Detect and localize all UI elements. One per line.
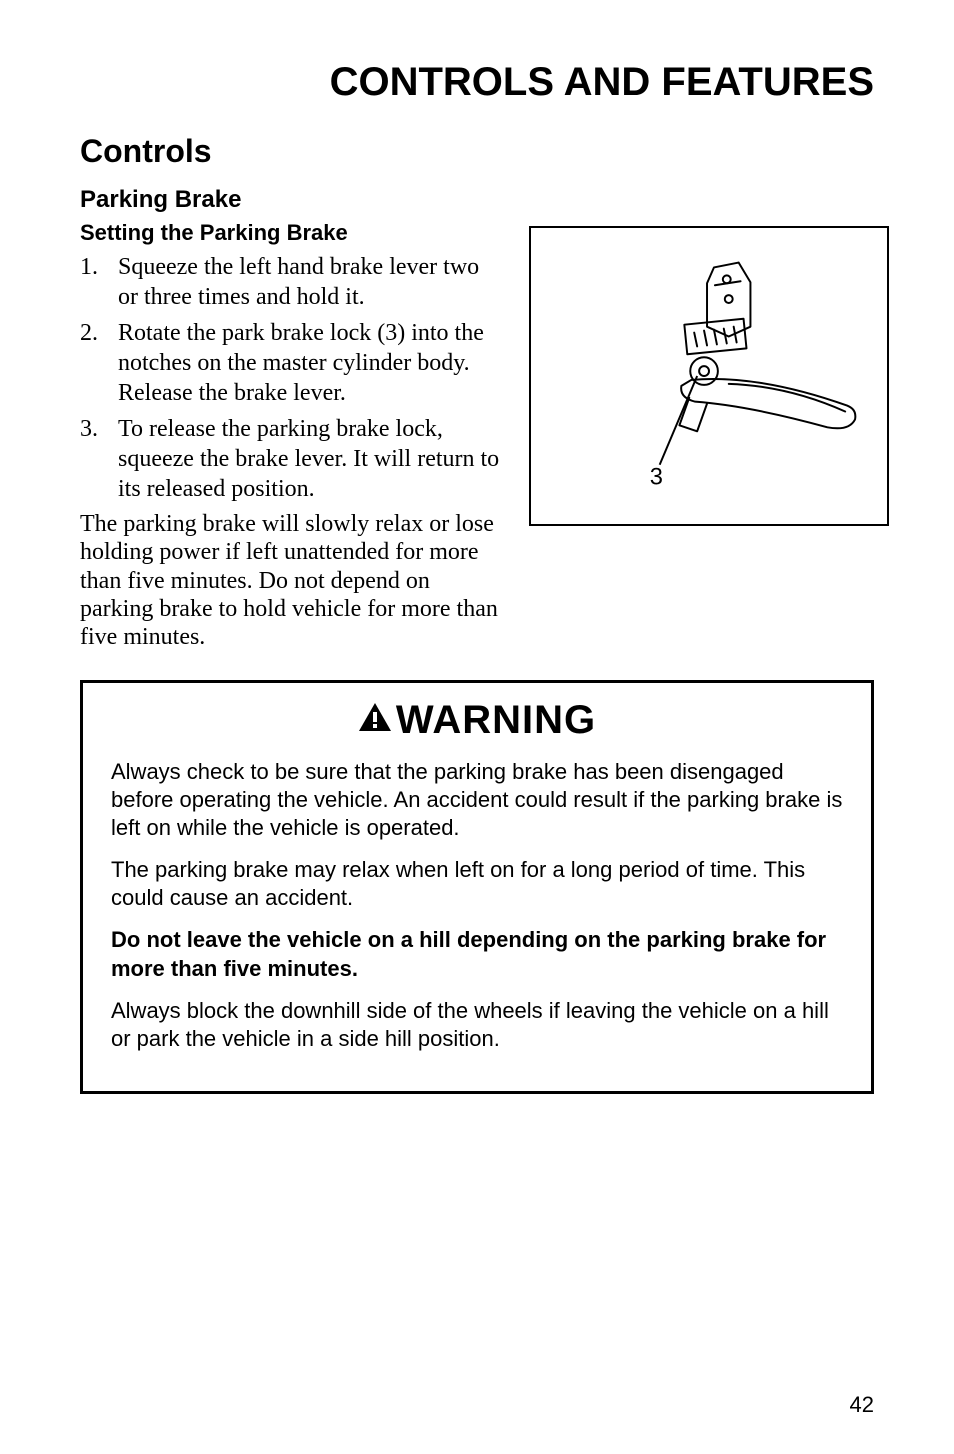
step-text: Squeeze the left hand brake lever two or… <box>118 252 505 312</box>
step-number: 2. <box>80 318 118 408</box>
content-columns: Setting the Parking Brake 1. Squeeze the… <box>80 220 874 652</box>
subsub-title: Setting the Parking Brake <box>80 220 505 246</box>
subsection-title: Parking Brake <box>80 186 874 214</box>
body-paragraph: The parking brake will slowly relax or l… <box>80 510 505 652</box>
steps-list: 1. Squeeze the left hand brake lever two… <box>80 252 505 504</box>
page-number: 42 <box>850 1392 874 1418</box>
figure-callout-label: 3 <box>650 465 663 491</box>
step-number: 1. <box>80 252 118 312</box>
step-item: 2. Rotate the park brake lock (3) into t… <box>80 318 505 408</box>
page-title: CONTROLS AND FEATURES <box>80 60 874 105</box>
warning-paragraph: The parking brake may relax when left on… <box>111 856 843 912</box>
step-item: 3. To release the parking brake lock, sq… <box>80 414 505 504</box>
warning-heading: WARNING <box>111 697 843 748</box>
step-text: Rotate the park brake lock (3) into the … <box>118 318 505 408</box>
brake-lever-figure: 3 <box>529 226 889 526</box>
warning-paragraph: Always check to be sure that the parking… <box>111 758 843 842</box>
step-text: To release the parking brake lock, squee… <box>118 414 505 504</box>
figure-column: 3 <box>529 220 889 526</box>
warning-paragraph-bold: Do not leave the vehicle on a hill depen… <box>111 926 843 982</box>
warning-triangle-icon <box>358 697 392 742</box>
brake-lever-drawing-icon: 3 <box>531 228 887 524</box>
step-item: 1. Squeeze the left hand brake lever two… <box>80 252 505 312</box>
step-number: 3. <box>80 414 118 504</box>
warning-paragraph: Always block the downhill side of the wh… <box>111 997 843 1053</box>
text-column: Setting the Parking Brake 1. Squeeze the… <box>80 220 505 652</box>
warning-box: WARNING Always check to be sure that the… <box>80 680 874 1094</box>
warning-heading-text: WARNING <box>396 698 596 742</box>
section-title: Controls <box>80 133 874 170</box>
